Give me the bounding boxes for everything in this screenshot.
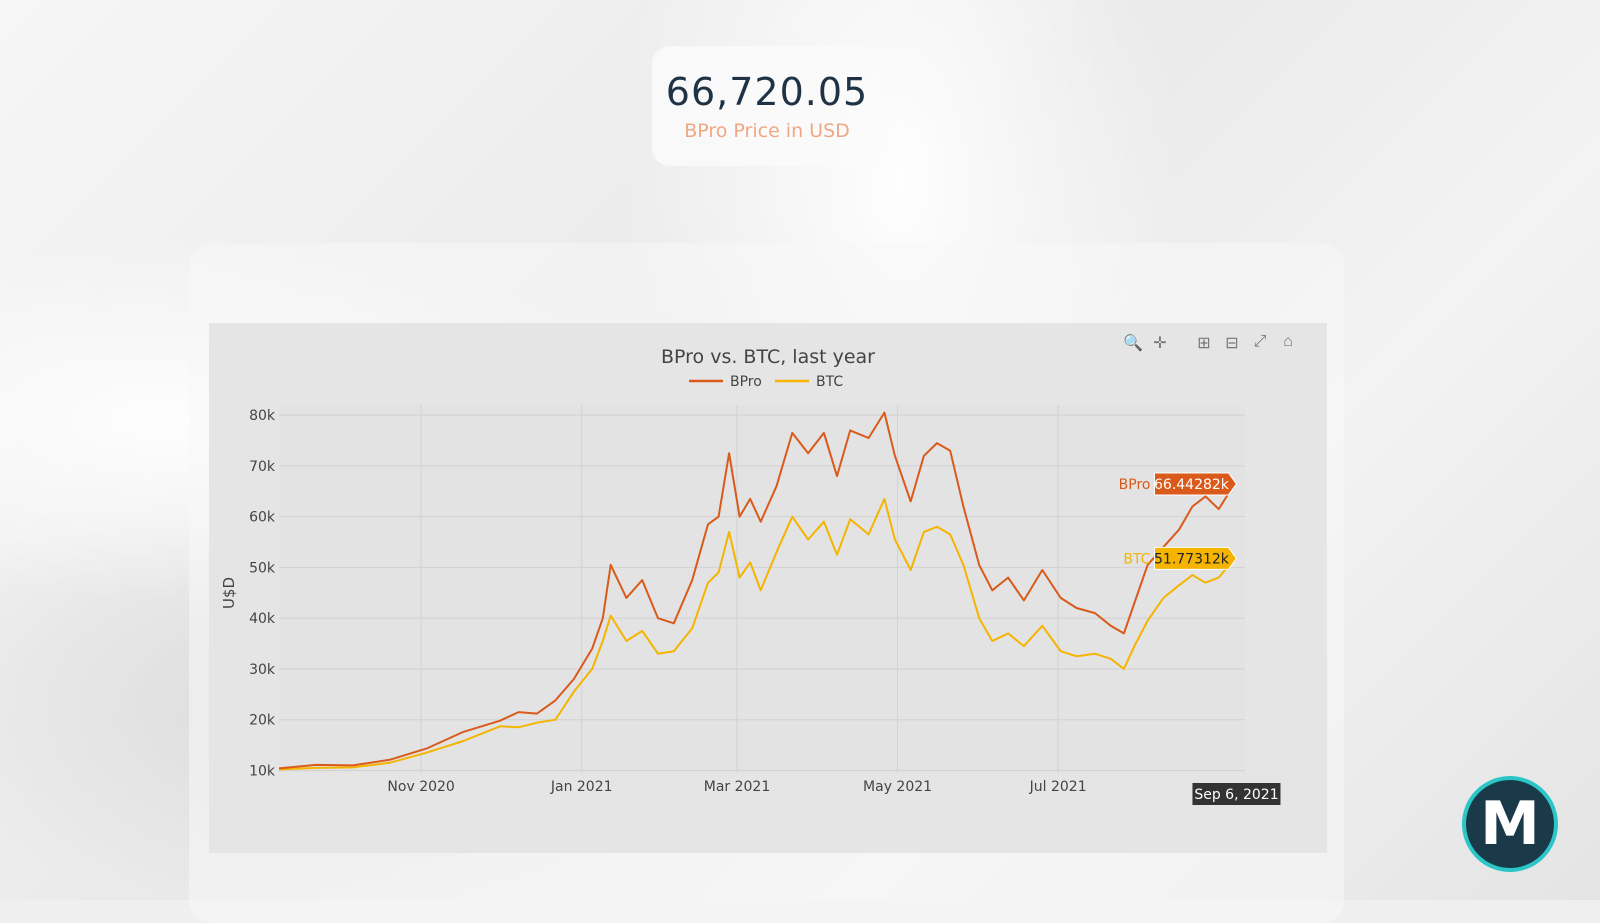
hover-value-btc: 51.77312k xyxy=(1154,551,1230,567)
autoscale-icon[interactable]: ⤢ xyxy=(1253,333,1267,350)
hover-box-btc xyxy=(1153,546,1238,570)
hover-date-box xyxy=(1192,783,1281,805)
y-tick-label: 60k xyxy=(249,510,276,526)
hover-layer: BPro 66.44282k BTC 51.77312k Sep 6, 2021 xyxy=(1119,472,1281,805)
y-tick-label: 10k xyxy=(249,763,276,779)
price-card: 66,720.05 BPro Price in USD xyxy=(652,46,882,166)
brand-logo: M xyxy=(1462,776,1558,872)
price-value: 66,720.05 xyxy=(665,70,869,114)
legend-label-bpro[interactable]: BPro xyxy=(730,374,762,390)
logo-letter: M xyxy=(1480,789,1540,859)
series-line-btc xyxy=(278,497,1236,771)
chart-toolbar: 🔍 ✛ ⊞ ⊟ ⤢ ⌂ xyxy=(1123,333,1297,353)
chart-title: BPro vs. BTC, last year xyxy=(661,346,875,368)
x-tick-label: Jul 2021 xyxy=(1029,779,1087,795)
price-chart[interactable]: BPro vs. BTC, last year BPro BTC U$D 10k… xyxy=(209,323,1327,853)
hover-value-bpro: 66.44282k xyxy=(1154,477,1230,493)
x-tick-label: Nov 2020 xyxy=(387,779,454,795)
y-axis-label: U$D xyxy=(220,577,238,609)
y-tick-label: 80k xyxy=(249,408,276,424)
x-tick-label: Mar 2021 xyxy=(704,779,771,795)
legend-label-btc[interactable]: BTC xyxy=(816,374,843,390)
x-tick-label: Jan 2021 xyxy=(550,779,613,795)
chart-container: 🔍 ✛ ⊞ ⊟ ⤢ ⌂ BPro vs. BTC, last year BPro… xyxy=(209,323,1327,853)
hover-name-btc: BTC xyxy=(1123,551,1150,567)
hover-date-label: Sep 6, 2021 xyxy=(1194,787,1278,803)
legend[interactable]: BPro BTC xyxy=(689,374,843,390)
y-tick-label: 40k xyxy=(249,611,276,627)
series-line-bpro xyxy=(278,411,1236,770)
y-tick-label: 70k xyxy=(249,459,276,475)
reset-axes-icon[interactable]: ⌂ xyxy=(1283,333,1293,350)
y-tick-label: 50k xyxy=(249,560,276,576)
x-tick-label: May 2021 xyxy=(863,779,932,795)
zoom-out-icon[interactable]: ⊟ xyxy=(1225,335,1239,352)
pan-icon[interactable]: ✛ xyxy=(1153,335,1167,352)
price-label: BPro Price in USD xyxy=(684,120,850,142)
axis-ticks: 10k 20k 30k 40k 50k 60k 70k 80k Nov 2020 Jan 2021… xyxy=(249,408,1087,795)
y-tick-label: 20k xyxy=(249,713,276,729)
zoom-icon[interactable]: 🔍 xyxy=(1123,335,1143,352)
hover-name-bpro: BPro xyxy=(1119,477,1151,493)
series-lines xyxy=(278,411,1236,771)
hover-box-bpro xyxy=(1153,472,1238,496)
zoom-in-icon[interactable]: ⊞ xyxy=(1197,335,1211,352)
y-tick-label: 30k xyxy=(249,662,276,678)
